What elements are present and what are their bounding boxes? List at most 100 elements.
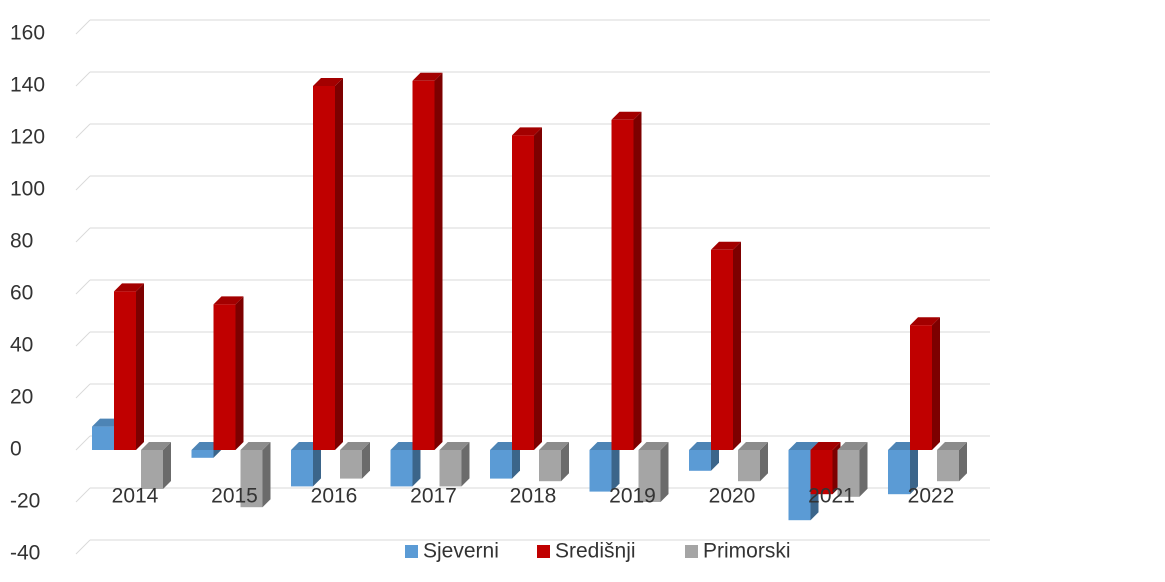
y-tick-label: 0: [10, 438, 22, 461]
legend-swatch: [405, 545, 418, 558]
bar: [191, 450, 214, 458]
bar-side: [534, 127, 542, 451]
bar: [340, 450, 362, 479]
bar: [937, 450, 959, 482]
bar: [638, 450, 661, 502]
bar: [589, 450, 612, 492]
bar-side: [335, 78, 343, 450]
legend-label: Središnji: [555, 540, 636, 563]
bar: [390, 450, 413, 487]
bar-top: [213, 296, 244, 305]
bar-top: [313, 78, 343, 86]
y-tick-label: -40: [10, 542, 40, 565]
y-tick-label: 140: [10, 74, 45, 97]
legend-swatch: [685, 545, 698, 558]
grid-line-slant: [75, 71, 91, 87]
bar-side: [633, 111, 642, 451]
bar-top: [638, 442, 669, 450]
bar: [611, 119, 634, 451]
bar-side: [434, 72, 443, 451]
bar-side: [313, 442, 321, 487]
bar-top: [512, 127, 542, 136]
y-tick-label: 40: [10, 334, 33, 357]
bar-side: [163, 442, 171, 489]
bar-top: [114, 283, 144, 292]
bar: [910, 325, 932, 450]
bar: [213, 304, 236, 450]
grid-line-slant: [75, 487, 91, 503]
bar-top: [412, 72, 443, 81]
bar-side: [910, 442, 918, 495]
grid-line-slant: [75, 19, 91, 35]
bar-top: [810, 442, 841, 450]
bar-side: [235, 296, 244, 450]
bar: [291, 450, 313, 487]
grid-line-slant: [75, 279, 91, 295]
bar: [313, 86, 335, 450]
x-tick-label: 2022: [908, 485, 955, 508]
bar-side: [362, 442, 370, 479]
bar: [512, 135, 534, 450]
bar-top: [711, 241, 741, 250]
y-tick-label: 80: [10, 230, 33, 253]
bar: [810, 450, 833, 495]
legend-label: Primorski: [703, 540, 791, 563]
bar-top: [539, 442, 569, 450]
bar-side: [262, 442, 271, 508]
y-tick-label: 120: [10, 126, 45, 149]
x-tick-label: 2015: [211, 485, 258, 508]
bar: [141, 450, 163, 489]
bar-side: [561, 442, 569, 482]
grid-line-slant: [75, 331, 91, 347]
bar-top: [611, 111, 642, 120]
grid-line-slant: [75, 383, 91, 399]
bar-side: [512, 442, 520, 479]
bar: [738, 450, 760, 482]
bar-top: [738, 442, 768, 450]
x-tick-label: 2019: [609, 485, 656, 508]
x-tick-label: 2020: [709, 485, 756, 508]
y-tick-label: 160: [10, 22, 45, 45]
bar-side: [733, 241, 741, 450]
x-tick-label: 2014: [112, 485, 159, 508]
bar: [788, 450, 811, 521]
bar-side: [412, 442, 421, 487]
grid-line-slant: [75, 435, 91, 451]
grid-line-slant: [75, 123, 91, 139]
bar: [240, 450, 263, 508]
x-tick-label: 2021: [808, 485, 855, 508]
bar: [837, 450, 860, 497]
grid-line-slant: [75, 539, 91, 555]
x-tick-label: 2017: [410, 485, 457, 508]
grid-line-slant: [75, 227, 91, 243]
bar-side: [461, 442, 470, 487]
bar: [439, 450, 462, 487]
bar-side: [760, 442, 768, 482]
bar-side: [660, 442, 669, 502]
bar-side: [932, 317, 940, 450]
bar: [539, 450, 561, 482]
bar: [412, 80, 435, 451]
y-tick-label: 100: [10, 178, 45, 201]
legend-swatch: [537, 545, 550, 558]
bar: [114, 291, 136, 450]
x-tick-label: 2016: [311, 485, 358, 508]
bar-top: [937, 442, 967, 450]
bar-top: [788, 442, 819, 450]
bar: [490, 450, 512, 479]
legend-label: Sjeverni: [423, 540, 499, 563]
bar-top: [340, 442, 370, 450]
bar-top: [837, 442, 868, 450]
bar: [689, 450, 711, 471]
y-tick-label: -20: [10, 490, 40, 513]
x-tick-label: 2018: [510, 485, 557, 508]
bar-top: [141, 442, 171, 450]
bar: [92, 426, 114, 450]
bar-top: [439, 442, 470, 450]
y-tick-label: 20: [10, 386, 33, 409]
bar: [888, 450, 910, 495]
grid-line-slant: [75, 175, 91, 191]
y-tick-label: 60: [10, 282, 33, 305]
bar-top: [910, 317, 940, 326]
